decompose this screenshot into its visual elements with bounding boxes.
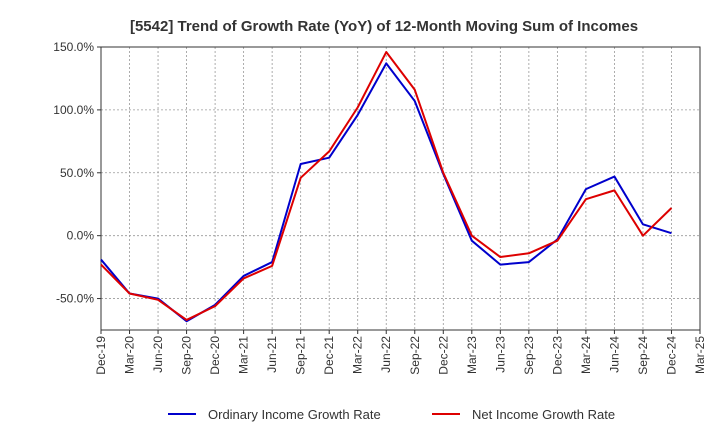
x-tick-label: Mar-20	[123, 336, 137, 374]
x-tick-label: Dec-23	[550, 336, 564, 375]
x-tick-label: Mar-21	[237, 336, 251, 374]
net-income-line	[100, 51, 673, 321]
x-tick-label: Jun-20	[151, 336, 165, 373]
x-tick-label: Mar-24	[579, 336, 593, 374]
x-tick-label: Jun-21	[265, 336, 279, 373]
x-tick-label: Dec-20	[208, 336, 222, 375]
x-tick-labels: Dec-19 Mar-20 Jun-20 Sep-20 Dec-20 Mar-21 Jun-…	[94, 336, 707, 375]
x-tick-label: Sep-21	[294, 336, 308, 375]
x-tick-label: Jun-22	[379, 336, 393, 373]
x-tick-label: Mar-22	[351, 336, 365, 374]
y-tick-labels: 150.0% 100.0% 50.0% 0.0% -50.0%	[53, 40, 94, 306]
y-tick-label: 0.0%	[67, 229, 95, 243]
x-tick-label: Jun-23	[493, 336, 507, 373]
legend: Ordinary Income Growth Rate Net Income G…	[168, 407, 615, 422]
x-tick-label: Mar-23	[465, 336, 479, 374]
chart-title: [5542] Trend of Growth Rate (YoY) of 12-…	[130, 18, 638, 35]
x-tick-label: Sep-20	[180, 336, 194, 375]
y-tick-label: 50.0%	[60, 166, 94, 180]
y-tick-label: 150.0%	[53, 40, 94, 54]
grid-lines	[100, 46, 701, 330]
plot-frame	[100, 46, 701, 331]
y-tick-label: -50.0%	[56, 292, 94, 306]
x-tick-label: Dec-22	[436, 336, 450, 375]
y-tick-label: 100.0%	[53, 103, 94, 117]
x-tick-label: Sep-24	[636, 336, 650, 375]
x-tick-label: Dec-19	[94, 336, 108, 375]
x-tick-label: Dec-21	[322, 336, 336, 375]
legend-label-net: Net Income Growth Rate	[472, 407, 615, 422]
x-tick-label: Sep-23	[522, 336, 536, 375]
series-lines	[100, 51, 673, 323]
x-tick-label: Jun-24	[607, 336, 621, 373]
x-tick-label: Mar-25	[693, 336, 707, 374]
x-tick-label: Dec-24	[664, 336, 678, 375]
legend-label-ordinary: Ordinary Income Growth Rate	[208, 407, 381, 422]
x-tick-label: Sep-22	[408, 336, 422, 375]
axes	[97, 46, 701, 334]
